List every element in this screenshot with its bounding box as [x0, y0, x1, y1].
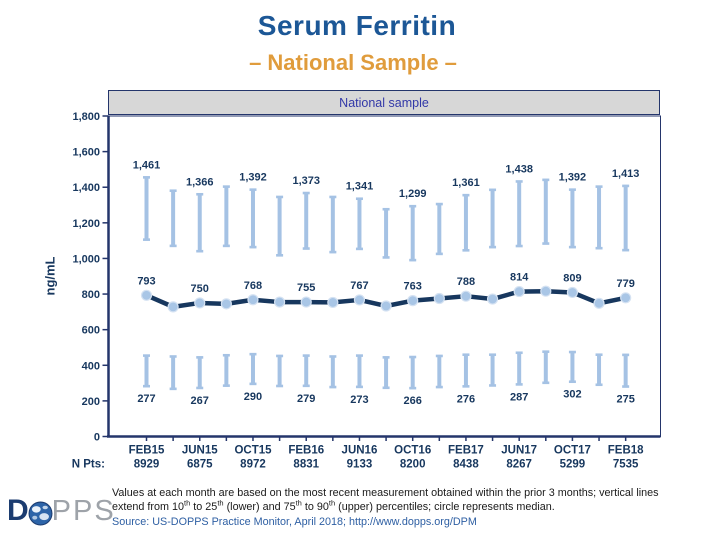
page-subtitle: – National Sample –: [249, 50, 457, 75]
x-tick-label: OCT17: [554, 445, 591, 457]
p90-value-label: 1,366: [186, 176, 214, 188]
p90-value-label: 1,373: [292, 175, 320, 187]
x-tick-label: FEB17: [448, 445, 484, 457]
p10-value-label: 277: [137, 393, 155, 405]
median-value-label: 755: [297, 282, 315, 294]
p90-value-label: 1,461: [133, 159, 161, 171]
x-tick-label: OCT15: [234, 445, 272, 457]
median-value-label: 768: [244, 280, 262, 292]
source-text: Source: US-DOPPS Practice Monitor, April…: [112, 515, 477, 528]
median-value-label: 767: [350, 280, 368, 292]
median-point: [380, 300, 392, 312]
median-point: [593, 297, 605, 309]
n-pts-value: 8200: [400, 459, 426, 471]
p10-value-label: 267: [191, 395, 209, 407]
y-tick-label: 0: [94, 432, 100, 444]
p10-value-label: 287: [510, 391, 528, 403]
globe-icon: [28, 501, 53, 525]
p10-value-label: 266: [404, 395, 422, 407]
median-point: [140, 289, 153, 301]
p10-value-label: 279: [297, 393, 315, 405]
p10-value-label: 275: [616, 394, 634, 406]
p10-value-label: 273: [350, 394, 368, 406]
dopps-logo: D PPS: [7, 494, 116, 528]
median-point: [513, 285, 525, 298]
median-value-label: 779: [616, 278, 634, 290]
footnote-text: Values at each month are based on the mo…: [112, 487, 659, 514]
p90-value-label: 1,361: [452, 177, 480, 189]
median-value-label: 793: [137, 275, 155, 287]
median-point: [167, 301, 179, 313]
y-tick-label: 1,800: [72, 111, 100, 123]
y-axis-title: ng/mL: [42, 256, 58, 296]
x-tick-label: OCT16: [394, 445, 431, 457]
p90-value-label: 1,392: [239, 172, 267, 184]
y-tick-label: 1,200: [72, 218, 100, 230]
median-value-label: 750: [191, 283, 209, 295]
median-point: [620, 292, 632, 304]
n-pts-value: 9133: [347, 459, 373, 471]
logo-letters-pps: PPS: [51, 494, 116, 527]
page-title: Serum Ferritin: [257, 10, 457, 41]
median-value-label: 814: [510, 272, 529, 284]
median-point: [300, 296, 312, 308]
legend-label: National sample: [339, 95, 429, 110]
median-point: [194, 297, 206, 309]
chart-footnote: Values at each month are based on the mo…: [112, 486, 690, 529]
logo-letter-d: D: [7, 494, 29, 527]
median-value-label: 788: [457, 276, 475, 288]
median-point: [220, 298, 232, 310]
median-point: [247, 294, 259, 306]
x-tick-label: FEB15: [129, 445, 165, 457]
median-point: [353, 294, 366, 306]
n-pts-value: 6875: [187, 459, 213, 471]
y-tick-label: 1,600: [72, 147, 100, 159]
x-tick-label: JUN17: [501, 445, 537, 457]
y-tick-label: 400: [82, 360, 100, 372]
median-value-label: 809: [563, 272, 581, 284]
y-tick-label: 1,000: [72, 253, 100, 265]
p90-value-label: 1,413: [612, 168, 640, 180]
n-pts-value: 8438: [453, 459, 479, 471]
p10-value-label: 290: [244, 391, 262, 403]
p10-value-label: 276: [457, 393, 475, 405]
p90-value-label: 1,299: [399, 188, 427, 200]
y-tick-label: 800: [82, 289, 100, 301]
median-point: [460, 290, 472, 302]
p90-value-label: 1,392: [559, 172, 587, 184]
median-value-label: 763: [404, 281, 422, 293]
n-pts-value: 8972: [240, 459, 266, 471]
p10-value-label: 302: [563, 389, 581, 401]
y-tick-label: 1,400: [72, 182, 100, 194]
y-tick-label: 600: [82, 325, 100, 337]
y-tick-label: 200: [82, 396, 100, 408]
median-point: [433, 292, 445, 305]
median-point: [486, 293, 499, 305]
median-point: [540, 285, 552, 297]
p90-value-label: 1,438: [505, 163, 533, 175]
n-pts-value: 8831: [293, 459, 319, 471]
x-tick-label: JUN16: [342, 445, 378, 457]
n-pts-value: 7535: [613, 459, 639, 471]
x-tick-label: FEB18: [608, 445, 644, 457]
n-pts-value: 5299: [560, 459, 586, 471]
median-point: [566, 286, 579, 299]
p90-value-label: 1,341: [346, 181, 374, 193]
x-tick-label: JUN15: [182, 445, 218, 457]
x-tick-label: FEB16: [288, 445, 324, 457]
legend-band: National sample: [108, 90, 660, 115]
n-pts-value: 8929: [134, 459, 160, 471]
median-point: [407, 295, 419, 307]
median-point: [327, 296, 339, 309]
n-pts-value: 8267: [506, 459, 532, 471]
n-pts-caption: N Pts:: [72, 459, 105, 471]
median-point: [274, 296, 286, 308]
